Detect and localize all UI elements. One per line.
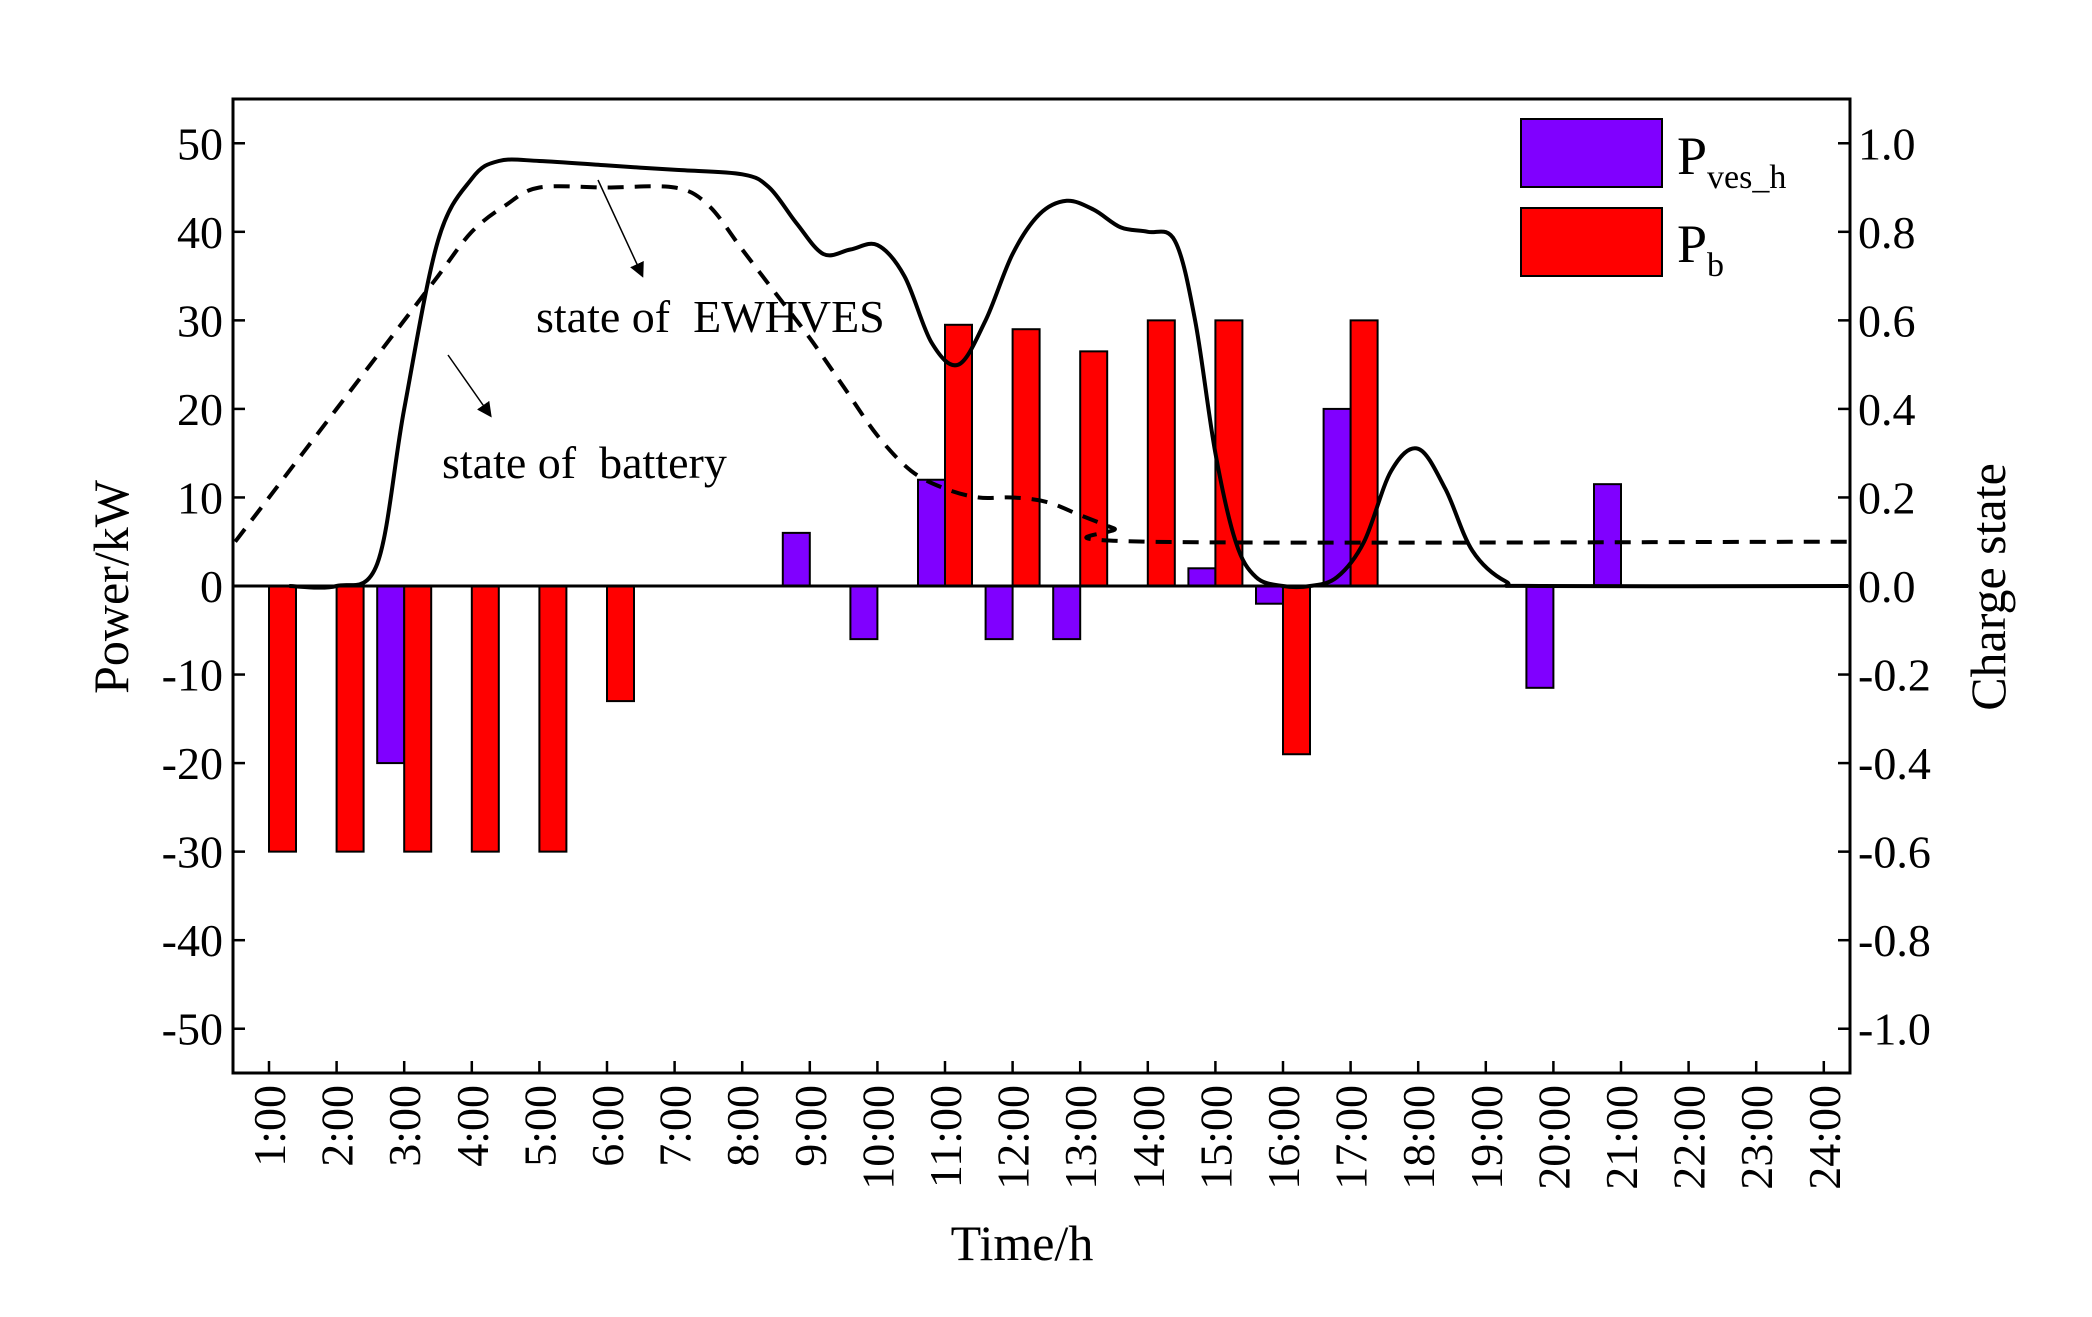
bar-pb-13:00 bbox=[1079, 350, 1109, 588]
lines bbox=[233, 157, 1849, 590]
bar-pb-12:00 bbox=[1011, 328, 1041, 587]
y2-tick-label: 0.8 bbox=[1858, 207, 1916, 258]
y-tick-label: 10 bbox=[177, 472, 223, 523]
legend-swatch-pb bbox=[1520, 207, 1663, 277]
y2-tick-label: 0.4 bbox=[1858, 384, 1916, 435]
bar-pb-3:00 bbox=[403, 585, 433, 853]
y-tick-label: -20 bbox=[162, 738, 223, 789]
y2-tick-label: 0.6 bbox=[1858, 295, 1916, 346]
y-tick-label: 20 bbox=[177, 384, 223, 435]
bar-pves-10:00 bbox=[849, 585, 879, 641]
bar-pves-13:00 bbox=[1052, 585, 1082, 641]
y2-axis-title: Charge state bbox=[1960, 463, 2016, 711]
annotation-battery-arrow bbox=[447, 354, 492, 418]
bar-pves-15:00 bbox=[1187, 567, 1217, 587]
bar-pb-1:00 bbox=[268, 585, 297, 853]
x-tick-label: 10:00 bbox=[852, 1085, 903, 1190]
y-tick-label: -40 bbox=[162, 915, 223, 966]
y2-tick-label: 1.0 bbox=[1858, 118, 1916, 169]
bar-pb-17:00 bbox=[1349, 319, 1379, 587]
y2-tick-label: 0.2 bbox=[1858, 472, 1916, 523]
x-tick-label: 14:00 bbox=[1123, 1085, 1174, 1190]
annotation-ewhves-arrow bbox=[597, 179, 644, 278]
line-ewhves-state bbox=[289, 157, 1849, 590]
bar-pves-16:00 bbox=[1255, 585, 1284, 605]
bar-pb-16:00 bbox=[1282, 585, 1311, 756]
bars bbox=[268, 319, 1622, 853]
bar-pb-2:00 bbox=[335, 585, 365, 853]
bar-pves-21:00 bbox=[1593, 483, 1622, 587]
legend-label-pb-sub: b bbox=[1707, 247, 1724, 284]
annotation-ewhves: state of EWHVES bbox=[536, 291, 885, 342]
x-tick-label: 9:00 bbox=[785, 1085, 836, 1167]
bar-pves-11:00 bbox=[917, 478, 946, 587]
y-axis-title: Power/kW bbox=[83, 479, 139, 694]
y2-tick-label: -0.8 bbox=[1858, 915, 1931, 966]
y-tick-label: 50 bbox=[177, 118, 223, 169]
line-battery-state bbox=[233, 184, 1849, 545]
bar-pb-11:00 bbox=[944, 323, 973, 587]
x-tick-label: 5:00 bbox=[514, 1085, 565, 1167]
legend-label-pves: Pves_h bbox=[1677, 126, 1786, 196]
bar-pves-3:00 bbox=[376, 585, 406, 765]
x-tick-label: 20:00 bbox=[1528, 1085, 1579, 1190]
x-tick-label: 23:00 bbox=[1731, 1085, 1782, 1190]
y-tick-label: 30 bbox=[177, 295, 223, 346]
x-axis: 1:00 2:00 3:00 4:00 5:00 6:00 7:00 8:00 9:00 10:0… bbox=[244, 1061, 1850, 1190]
x-tick-label: 2:00 bbox=[312, 1085, 363, 1167]
x-tick-label: 13:00 bbox=[1055, 1085, 1106, 1190]
annotation-battery: state of battery bbox=[442, 437, 727, 488]
legend-swatch-pves bbox=[1520, 118, 1663, 188]
x-tick-label: 1:00 bbox=[244, 1085, 295, 1167]
x-axis-title: Time/h bbox=[951, 1215, 1094, 1271]
y2-tick-label: -1.0 bbox=[1858, 1004, 1931, 1055]
bar-pb-5:00 bbox=[538, 585, 568, 853]
bar-pves-17:00 bbox=[1322, 407, 1352, 587]
y-tick-label: 40 bbox=[177, 207, 223, 258]
x-tick-label: 22:00 bbox=[1664, 1085, 1715, 1190]
y-tick-label: 0 bbox=[200, 561, 223, 612]
bar-pves-9:00 bbox=[781, 531, 811, 588]
legend-label-pves-main: P bbox=[1677, 126, 1707, 186]
y-axis-right: -1.0 -0.8 -0.6 -0.4 -0.2 0.0 0.2 0.4 0.6 0.8 1.0 bbox=[1838, 118, 1931, 1055]
x-tick-label: 12:00 bbox=[988, 1085, 1039, 1190]
bar-pb-4:00 bbox=[470, 585, 500, 853]
bar-pves-12:00 bbox=[984, 585, 1014, 641]
y2-tick-label: -0.2 bbox=[1858, 650, 1931, 701]
x-tick-label: 6:00 bbox=[582, 1085, 633, 1167]
x-tick-label: 21:00 bbox=[1596, 1085, 1647, 1190]
x-tick-label: 7:00 bbox=[650, 1085, 701, 1167]
bar-pb-6:00 bbox=[606, 585, 635, 703]
x-tick-label: 18:00 bbox=[1393, 1085, 1444, 1190]
y2-tick-label: 0.0 bbox=[1858, 561, 1916, 612]
x-tick-label: 24:00 bbox=[1799, 1085, 1850, 1190]
x-tick-label: 16:00 bbox=[1258, 1085, 1309, 1190]
x-tick-label: 17:00 bbox=[1326, 1085, 1377, 1190]
y-tick-label: -30 bbox=[162, 827, 223, 878]
y2-tick-label: -0.4 bbox=[1858, 738, 1931, 789]
x-tick-label: 19:00 bbox=[1461, 1085, 1512, 1190]
legend-label-pb: Pb bbox=[1677, 214, 1724, 284]
legend: Pves_h Pb bbox=[1520, 118, 1786, 284]
y2-tick-label: -0.6 bbox=[1858, 827, 1931, 878]
y-tick-label: -10 bbox=[162, 650, 223, 701]
bar-pves-20:00 bbox=[1525, 585, 1555, 689]
x-tick-label: 15:00 bbox=[1190, 1085, 1241, 1190]
legend-label-pves-sub: ves_h bbox=[1707, 159, 1786, 196]
bar-pb-14:00 bbox=[1146, 319, 1176, 587]
x-tick-label: 11:00 bbox=[920, 1085, 971, 1188]
legend-label-pb-main: P bbox=[1677, 214, 1707, 274]
y-axis-left: -50 -40 -30 -20 -10 0 10 20 30 40 50 bbox=[162, 118, 245, 1055]
y-tick-label: -50 bbox=[162, 1004, 223, 1055]
x-tick-label: 4:00 bbox=[447, 1085, 498, 1167]
x-tick-label: 3:00 bbox=[379, 1085, 430, 1167]
x-tick-label: 8:00 bbox=[717, 1085, 768, 1167]
